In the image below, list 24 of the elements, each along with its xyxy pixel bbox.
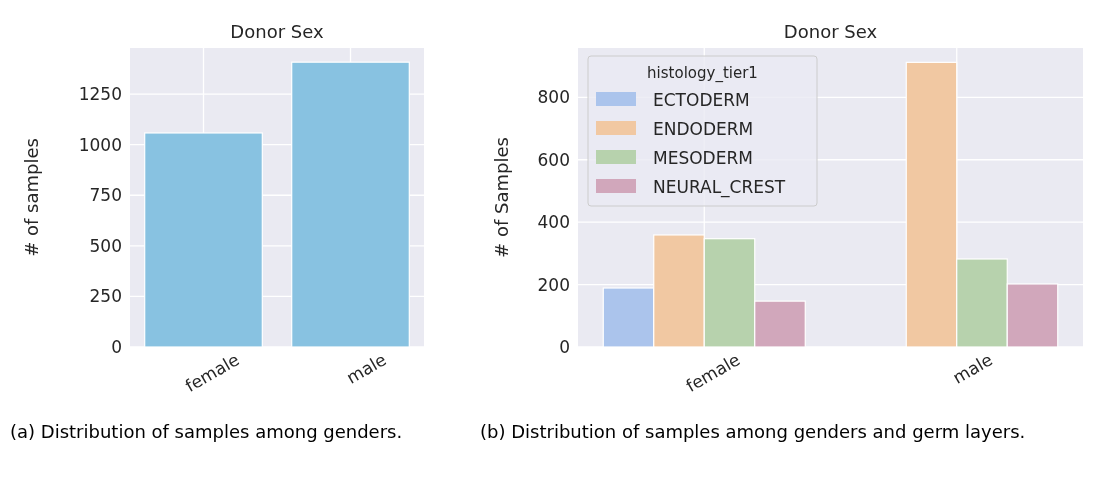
y-tick-label: 1000	[78, 134, 122, 155]
y-tick-label: 200	[537, 274, 570, 295]
y-tick-label: 0	[559, 336, 570, 357]
y-tick-label: 600	[537, 149, 570, 170]
y-tick-label: 400	[537, 212, 570, 233]
legend-label: NEURAL_CREST	[653, 177, 786, 198]
y-axis-title: # of Samples	[491, 137, 512, 258]
y-tick-label: 1250	[78, 84, 122, 105]
legend-title: histology_tier1	[647, 64, 758, 83]
text: (b) Distribution of samples among genders and germ layers.	[480, 421, 1026, 442]
y-tick-label: 0	[111, 336, 122, 357]
chart-title: Donor Sex	[783, 21, 878, 42]
legend-label: ENDODERM	[653, 119, 754, 139]
text: (a) Distribution of samples among genders.	[10, 421, 403, 442]
chart-title: Donor Sex	[230, 21, 324, 42]
y-tick-label: 500	[89, 235, 122, 256]
x-tick-label: male	[343, 349, 390, 388]
x-tick-label: male	[949, 349, 996, 388]
y-tick-label: 250	[89, 286, 122, 307]
y-tick-label: 750	[89, 185, 122, 206]
y-tick-label: 800	[537, 87, 570, 108]
legend-label: ECTODERM	[653, 90, 750, 110]
y-axis-title: # of samples	[21, 138, 42, 257]
legend-label: MESODERM	[653, 148, 753, 168]
